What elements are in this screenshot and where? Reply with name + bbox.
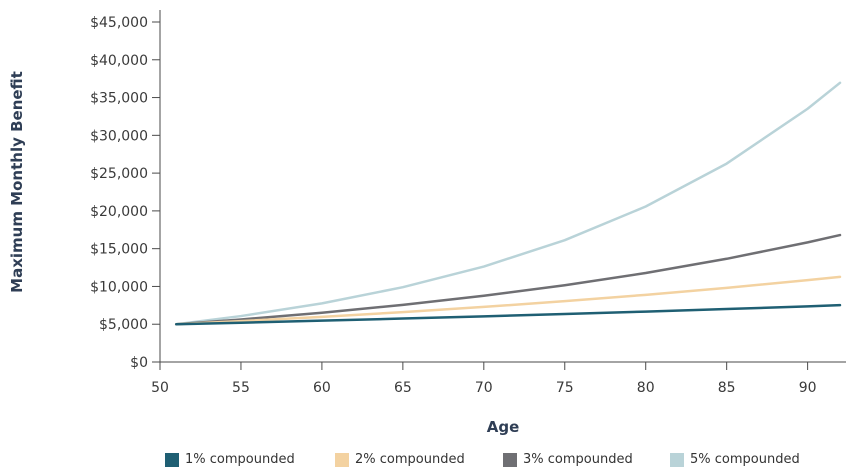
legend-swatch: [670, 452, 684, 467]
legend-swatch: [335, 452, 349, 467]
legend-item: 2% compounded: [335, 452, 465, 467]
x-tick-label: 85: [718, 380, 736, 396]
legend-label: 5% compounded: [690, 452, 800, 467]
legend-item: 1% compounded: [165, 452, 295, 467]
x-axis-ticks: 50 55 60 65 70 75 80 85 90: [151, 362, 817, 396]
legend: 1% compounded 2% compounded 3% compounded 5…: [0, 452, 851, 472]
chart-series: [174, 81, 842, 326]
legend-item: 3% compounded: [503, 452, 633, 467]
y-tick-label: $10,000: [90, 279, 148, 295]
x-tick-label: 90: [799, 380, 817, 396]
y-tick-label: $15,000: [90, 242, 148, 258]
series-line: [174, 275, 842, 326]
legend-label: 1% compounded: [185, 452, 295, 467]
y-tick-label: $20,000: [90, 204, 148, 220]
y-axis-ticks: $0 $5,000 $10,000 $15,000 $20,000 $25,000 $30,…: [90, 15, 160, 371]
series-line: [174, 81, 842, 326]
x-axis-title: Age: [487, 418, 520, 436]
series-line: [174, 233, 842, 326]
y-tick-label: $5,000: [99, 317, 148, 333]
x-tick-label: 65: [394, 380, 412, 396]
y-tick-label: $0: [130, 355, 148, 371]
y-tick-label: $40,000: [90, 53, 148, 69]
y-tick-label: $30,000: [90, 128, 148, 144]
legend-item: 5% compounded: [670, 452, 800, 467]
legend-swatch: [165, 452, 179, 467]
x-tick-label: 70: [475, 380, 493, 396]
series-line: [174, 303, 842, 326]
y-tick-label: $35,000: [90, 91, 148, 107]
line-chart: $0 $5,000 $10,000 $15,000 $20,000 $25,000 $30,…: [8, 10, 846, 436]
y-tick-label: $45,000: [90, 15, 148, 31]
y-axis-title: Maximum Monthly Benefit: [8, 71, 26, 293]
legend-label: 2% compounded: [355, 452, 465, 467]
y-tick-label: $25,000: [90, 166, 148, 182]
x-tick-label: 60: [313, 380, 331, 396]
legend-swatch: [503, 452, 517, 467]
legend-label: 3% compounded: [523, 452, 633, 467]
x-tick-label: 50: [151, 380, 169, 396]
x-tick-label: 80: [637, 380, 655, 396]
x-tick-label: 55: [232, 380, 250, 396]
x-tick-label: 75: [556, 380, 574, 396]
